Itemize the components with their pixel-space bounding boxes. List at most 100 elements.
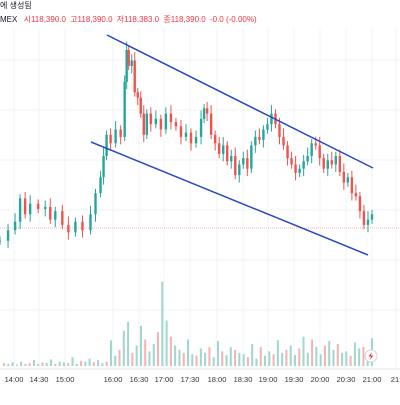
candle-body-35 bbox=[169, 113, 173, 123]
volume-bar-35 bbox=[152, 344, 155, 366]
volume-bar-67 bbox=[289, 345, 292, 366]
volume-bar-30 bbox=[131, 352, 134, 366]
candle-body-3 bbox=[18, 198, 22, 222]
candle-body-46 bbox=[217, 143, 221, 154]
candle-body-82 bbox=[362, 211, 366, 225]
candle-body-33 bbox=[159, 118, 163, 130]
candle-body-19 bbox=[109, 134, 112, 144]
volume-bar-9 bbox=[41, 362, 44, 366]
volume-bar-70 bbox=[302, 336, 305, 366]
candle-body-44 bbox=[209, 113, 213, 135]
volume-bar-11 bbox=[50, 359, 53, 366]
x-tick-label-5: 17:00 bbox=[155, 375, 174, 384]
candle-body-10 bbox=[61, 211, 64, 225]
candle-body-67 bbox=[302, 161, 305, 169]
x-tick-label-0: 14:00 bbox=[5, 375, 24, 384]
volume-bar-0 bbox=[3, 363, 5, 366]
candle-body-15 bbox=[94, 193, 97, 215]
header-ohlc: MEX 시118,390.0 고118,390.0 저118,383.0 종11… bbox=[0, 15, 257, 24]
volume-bar-10 bbox=[45, 363, 48, 366]
volume-bar-22 bbox=[97, 360, 100, 366]
lightning-icon[interactable] bbox=[364, 349, 378, 363]
volume-bar-7 bbox=[32, 360, 35, 366]
x-tick-label-3: 16:00 bbox=[104, 375, 123, 384]
x-tick-label-8: 18:30 bbox=[234, 375, 253, 384]
candle-body-36 bbox=[174, 122, 178, 127]
volume-bar-21 bbox=[92, 362, 95, 366]
x-tick-label-14: 21: bbox=[391, 375, 400, 384]
candle-body-31 bbox=[149, 113, 153, 125]
volume-bar-60 bbox=[259, 346, 262, 366]
candle-body-39 bbox=[189, 132, 193, 144]
volume-bar-13 bbox=[58, 361, 61, 366]
candle-body-30 bbox=[145, 113, 148, 135]
volume-bar-3 bbox=[15, 364, 18, 366]
candle-body-70 bbox=[314, 143, 317, 146]
candle-body-77 bbox=[342, 171, 346, 183]
volume-bar-50 bbox=[216, 341, 219, 366]
candle-body-37 bbox=[179, 126, 183, 137]
candle-body-26 bbox=[133, 60, 136, 93]
candle-body-81 bbox=[358, 196, 362, 212]
candle-body-2 bbox=[13, 221, 17, 231]
candle-body-25 bbox=[130, 60, 133, 66]
x-tick-label-2: 15:00 bbox=[56, 375, 75, 384]
volume-bar-81 bbox=[349, 355, 352, 366]
volume-bar-47 bbox=[204, 352, 207, 366]
candle-body-56 bbox=[258, 136, 261, 141]
volume-bar-23 bbox=[101, 363, 104, 366]
candle-body-84 bbox=[370, 214, 374, 220]
x-tick-label-7: 18:00 bbox=[208, 375, 227, 384]
x-tick-label-9: 19:00 bbox=[259, 375, 278, 384]
candle-body-71 bbox=[318, 145, 321, 159]
time-axis: 14:00 14:30 15:00 16:00 16:30 17:00 17:30 18:00… bbox=[5, 375, 400, 384]
volume-bar-6 bbox=[28, 363, 31, 366]
volume-bar-31 bbox=[135, 345, 138, 366]
volume-bar-1 bbox=[7, 363, 10, 366]
candle-body-0 bbox=[0, 240, 2, 242]
header-change: -0.0 (-0.00%) bbox=[210, 15, 257, 24]
volume-bar-75 bbox=[323, 345, 326, 366]
volume-bar-68 bbox=[293, 355, 296, 366]
candle-body-74 bbox=[330, 160, 333, 165]
volume-bar-26 bbox=[114, 355, 117, 366]
x-tick-label-13: 21:00 bbox=[363, 375, 382, 384]
candle-body-11 bbox=[67, 224, 70, 233]
volume-bar-51 bbox=[221, 351, 224, 366]
header-open: 시118,390.0 bbox=[24, 15, 67, 24]
x-tick-label-11: 20:00 bbox=[311, 375, 330, 384]
candle-body-12 bbox=[74, 221, 77, 233]
volume-bar-45 bbox=[195, 355, 198, 366]
candle-body-50 bbox=[234, 156, 237, 176]
volume-bar-63 bbox=[272, 354, 275, 366]
volume-layer bbox=[3, 281, 373, 366]
volume-bar-20 bbox=[88, 358, 91, 366]
volume-bar-16 bbox=[71, 357, 74, 366]
volume-bar-56 bbox=[242, 354, 245, 366]
volume-bar-82 bbox=[353, 342, 356, 366]
volume-bar-66 bbox=[285, 349, 288, 366]
volume-bar-17 bbox=[75, 363, 78, 366]
x-tick-label-10: 19:30 bbox=[285, 375, 304, 384]
volume-bar-24 bbox=[105, 361, 108, 366]
volume-bar-76 bbox=[328, 341, 331, 366]
candle-body-80 bbox=[354, 193, 358, 197]
header-title: 에 생성됨 bbox=[0, 0, 32, 10]
candle-body-41 bbox=[199, 118, 203, 137]
candle-body-9 bbox=[54, 211, 57, 220]
volume-bar-62 bbox=[268, 351, 271, 366]
x-tick-label-12: 20:30 bbox=[337, 375, 356, 384]
header-symbol: MEX bbox=[0, 15, 18, 24]
candle-body-51 bbox=[238, 164, 241, 176]
candle-body-20 bbox=[114, 129, 117, 144]
volume-bar-74 bbox=[319, 354, 322, 366]
volume-bar-39 bbox=[169, 336, 172, 366]
candle-body-7 bbox=[44, 206, 47, 209]
volume-bar-83 bbox=[358, 348, 361, 366]
candle-body-59 bbox=[270, 113, 273, 125]
candle-body-68 bbox=[306, 156, 309, 162]
volume-bar-8 bbox=[37, 363, 40, 366]
candle-body-27 bbox=[136, 92, 139, 98]
volume-bar-34 bbox=[148, 351, 151, 366]
